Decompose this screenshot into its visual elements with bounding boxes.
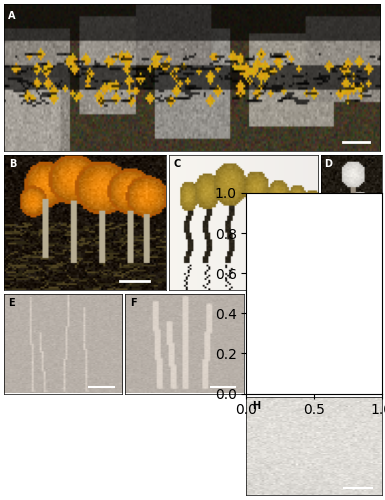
Text: E: E (8, 298, 15, 308)
Text: H: H (252, 401, 260, 411)
Text: B: B (9, 159, 16, 169)
Text: D: D (324, 159, 332, 169)
Text: A: A (8, 12, 15, 22)
Text: C: C (173, 159, 180, 169)
Text: F: F (130, 298, 137, 308)
Text: G: G (252, 298, 260, 308)
